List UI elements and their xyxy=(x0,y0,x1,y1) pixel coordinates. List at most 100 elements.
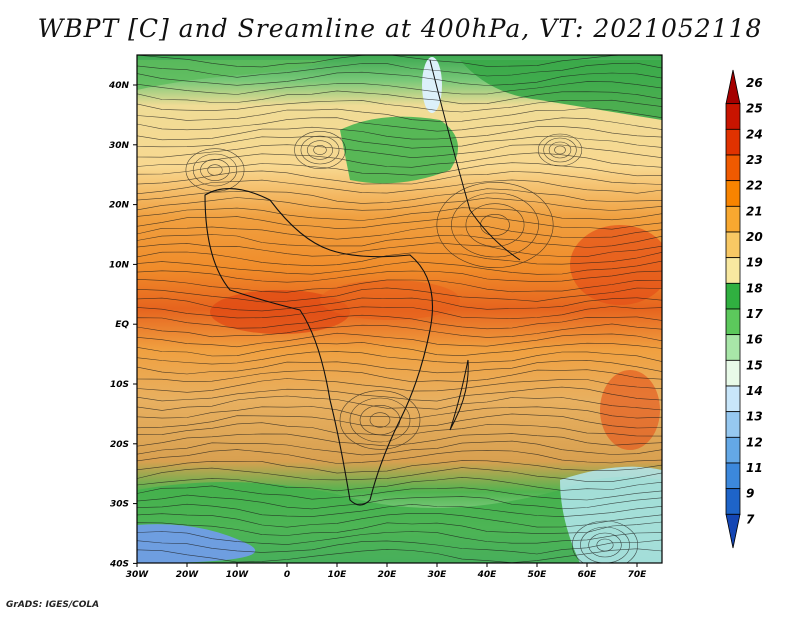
streamline xyxy=(137,485,662,501)
colorbar-label: 22 xyxy=(746,179,763,193)
streamline-vortex xyxy=(339,390,421,450)
africa-coastline xyxy=(204,188,433,506)
streamline xyxy=(137,351,662,365)
moist-region-north xyxy=(340,116,458,184)
streamline-vortex xyxy=(465,203,525,247)
y-tick-label: 20S xyxy=(110,440,129,450)
streamline xyxy=(137,460,662,474)
colorbar-swatch xyxy=(725,436,741,464)
colorbar-label: 21 xyxy=(746,204,763,218)
streamline xyxy=(137,81,662,95)
x-tick-label: 10W xyxy=(226,570,250,580)
streamline xyxy=(137,90,662,105)
streamline xyxy=(137,433,662,447)
streamline xyxy=(137,188,662,204)
streamline xyxy=(137,422,662,437)
streamline-vortex xyxy=(200,159,230,181)
x-axis: 30W 20W 10W 0 10E 20E 30E 40E 50E 60E 70E xyxy=(126,563,647,580)
colorbar-swatch xyxy=(725,205,741,233)
colorbar-swatch xyxy=(725,308,741,336)
streamline xyxy=(137,71,662,86)
streamline-vortex xyxy=(436,182,554,268)
y-tick-label: EQ xyxy=(115,320,129,330)
streamline-vortex xyxy=(300,135,340,165)
streamline xyxy=(137,270,662,283)
colorbar-label: 13 xyxy=(746,410,763,424)
hot-spot-west xyxy=(210,290,350,334)
colorbar-swatch xyxy=(725,411,741,438)
colorbar-label: 12 xyxy=(746,435,763,449)
y-tick-label: 10N xyxy=(109,260,130,270)
cold-pool-north xyxy=(422,57,442,113)
grads-credit: GrADS: IGES/COLA xyxy=(6,600,100,610)
streamline xyxy=(137,359,662,375)
streamline xyxy=(137,449,662,464)
red-sea-coastline xyxy=(429,59,521,261)
colorbar-swatch xyxy=(725,103,741,130)
streamline xyxy=(137,117,662,132)
streamline xyxy=(137,378,662,393)
streamline xyxy=(137,314,662,330)
y-tick-label: 20N xyxy=(109,201,130,211)
x-tick-label: 40E xyxy=(477,570,498,580)
colorbar-label: 7 xyxy=(746,512,755,526)
streamline-vortex xyxy=(596,538,614,552)
streamline-vortex xyxy=(306,140,334,160)
streamline-vortex xyxy=(192,153,238,187)
map-plot-area xyxy=(137,55,662,563)
moist-region-south xyxy=(137,476,662,563)
map-frame xyxy=(136,54,663,564)
streamline xyxy=(137,494,662,510)
colorbar-label: 19 xyxy=(746,256,763,270)
x-tick-label: 10E xyxy=(328,570,348,580)
streamline xyxy=(137,476,662,492)
y-tick-label: 30N xyxy=(109,141,130,151)
colorbar-swatch xyxy=(725,488,741,515)
streamline xyxy=(137,99,662,113)
streamline xyxy=(137,369,662,383)
streamline xyxy=(137,406,662,420)
streamline xyxy=(137,278,662,293)
streamline xyxy=(137,440,662,456)
streamlines xyxy=(137,55,662,563)
streamline-vortex xyxy=(185,148,245,192)
y-tick-label: 40N xyxy=(108,81,130,91)
hot-spot-southeast xyxy=(600,370,660,450)
colorbar-swatch xyxy=(725,359,741,387)
colorbar-label: 17 xyxy=(746,307,763,321)
map-title: WBPT [C] and Sreamline at 400hPa, VT: 20… xyxy=(37,14,763,43)
streamline xyxy=(137,55,662,68)
streamline xyxy=(137,332,662,348)
colorbar-swatch xyxy=(725,462,741,490)
x-tick-label: 30W xyxy=(126,570,150,580)
streamline xyxy=(137,170,662,185)
streamline xyxy=(137,107,662,122)
streamline xyxy=(137,251,662,267)
colorbar-label: 24 xyxy=(746,127,763,141)
colorbar-label: 20 xyxy=(746,230,763,244)
y-axis: 40N 30N 20N 10N EQ 10S 20S 30S 40S xyxy=(108,81,137,569)
colorbar-label: 15 xyxy=(746,358,763,372)
colorbar-label: 14 xyxy=(746,384,763,398)
streamline xyxy=(137,287,662,303)
cold-region-southwest xyxy=(137,524,256,563)
colorbar-label: 23 xyxy=(746,153,763,167)
streamline xyxy=(137,162,662,177)
colorbar-top-arrow xyxy=(725,69,741,105)
hot-spot-central xyxy=(320,280,460,320)
colorbar-swatch xyxy=(725,180,741,207)
streamline-vortex xyxy=(588,532,622,558)
colorbar-swatch xyxy=(725,231,741,259)
streamline xyxy=(137,215,662,230)
colorbar-label: 11 xyxy=(746,461,763,475)
streamline xyxy=(137,207,662,221)
streamline xyxy=(137,152,662,168)
colorbar: 26 25 24 23 22 21 20 19 18 17 16 15 14 13 12 11 9 7 xyxy=(725,69,763,549)
streamline xyxy=(137,197,662,211)
y-tick-label: 30S xyxy=(110,500,129,510)
streamline xyxy=(137,513,662,528)
colorbar-label: 16 xyxy=(746,333,763,347)
streamline xyxy=(137,260,662,275)
streamline xyxy=(137,234,662,248)
